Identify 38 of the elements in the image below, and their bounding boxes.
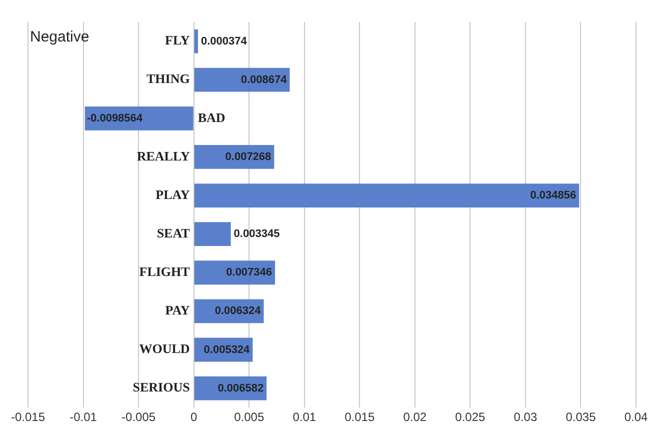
data-label: 0.006324	[214, 305, 262, 318]
bar	[84, 106, 194, 130]
x-tick-label: -0.015	[10, 410, 46, 424]
text: Negative	[30, 28, 90, 46]
data-label: 0.006582	[218, 382, 264, 394]
x-tick-label: 0.015	[344, 410, 375, 424]
y-tick-label: THING	[146, 71, 190, 86]
x-tick-label: -0.01	[70, 410, 98, 424]
bar	[194, 68, 290, 92]
x-tick-label: 0.025	[455, 410, 486, 424]
y-tick-label: SERIOUS	[132, 380, 190, 395]
y-tick-label: PAY	[165, 302, 190, 318]
x-tick-label: 0.035	[566, 410, 596, 424]
y-tick-label: WOULD	[139, 341, 190, 356]
y-tick-label: PLAY	[156, 186, 190, 202]
y-tick-label: BAD	[198, 110, 226, 125]
data-label: 0.003345	[234, 228, 280, 240]
data-label: 0.007268	[225, 150, 272, 163]
y-tick-label: REALLY	[136, 148, 190, 164]
data-label: 0.000374	[200, 35, 248, 48]
bar	[194, 29, 198, 54]
data-label: 0.007346	[226, 266, 272, 279]
x-tick-label: 0.03	[514, 410, 538, 424]
data-label: 0.008674	[240, 74, 288, 86]
y-tick-label: FLY	[165, 32, 190, 48]
data-label: 0.005324	[204, 344, 251, 356]
y-tick-label: SEAT	[156, 225, 190, 240]
x-tick-label: 0.005	[234, 410, 264, 424]
x-tick-label: -0.005	[122, 410, 156, 424]
x-tick-label: 0.04	[624, 410, 648, 424]
data-label: 0.034856	[530, 190, 576, 202]
bar	[194, 222, 231, 246]
x-tick-label: 0.02	[403, 410, 427, 424]
y-tick-label: FLIGHT	[139, 264, 190, 279]
data-label: -0.0098564	[86, 112, 144, 124]
bar	[194, 184, 580, 208]
x-tick-label: 0.01	[292, 410, 316, 424]
x-tick-label: 0	[190, 410, 198, 424]
